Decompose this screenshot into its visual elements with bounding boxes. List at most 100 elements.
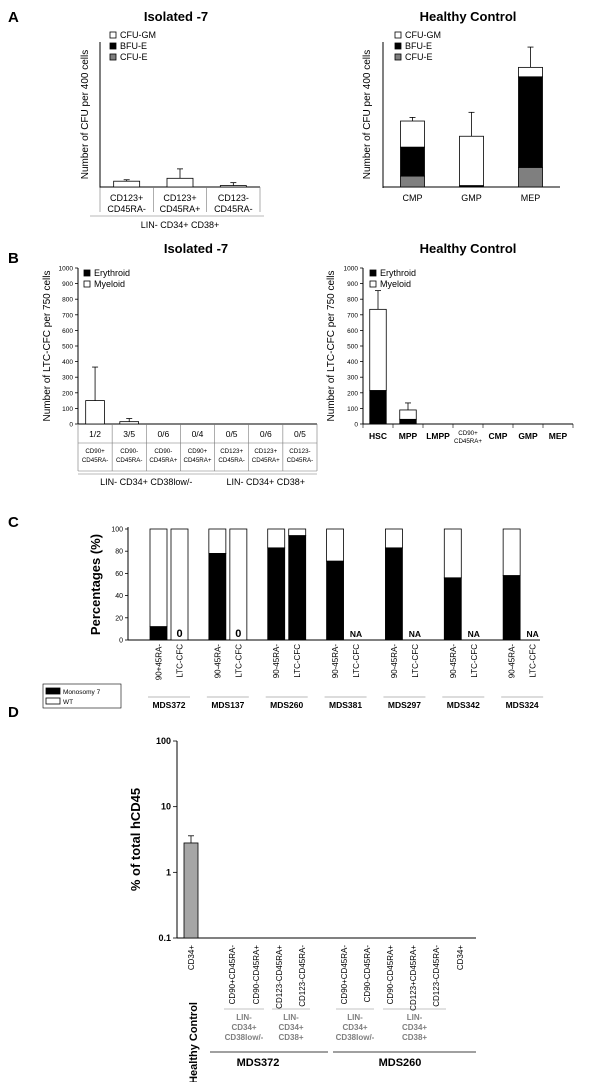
chart-b1-fraction-label: 0/5 [294, 429, 306, 439]
chart-c-bar-wt-1-1 [229, 528, 248, 641]
chart-c-x-tick-label: LTC-CFC [176, 644, 185, 678]
chart-b1-x-tick-label: CD45RA- [82, 457, 108, 464]
chart-d-x-tick-label: CD123-CD45RA+ [275, 945, 284, 1009]
chart-b2-y-tick-label: 800 [347, 297, 358, 304]
chart-a2-title: Healthy Control [420, 9, 517, 24]
chart-a2-bar-2-cfu-e [518, 167, 543, 188]
chart-d-y-tick-label: 0.1 [158, 933, 171, 943]
chart-b1-x-tick-label: CD90+ [85, 448, 105, 455]
chart-d-subgroup-label: CD34+ [231, 1023, 256, 1032]
chart-c-legend-box [42, 683, 122, 709]
chart-c-x-tick-label: LTC-CFC [352, 644, 361, 678]
chart-a1-x-tick-label: CD45RA- [214, 204, 253, 214]
chart-c-y-tick-label: 60 [115, 571, 123, 578]
chart-b1-x-tick-label: CD123+ [254, 448, 277, 455]
chart-c-bar-monosomy7-1-0 [208, 553, 227, 641]
chart-c-bar-wt-4-0 [385, 528, 403, 549]
chart-a1-title: Isolated -7 [144, 9, 208, 24]
chart-c-bar-annotation: 0 [176, 628, 182, 640]
chart-c-x-tick-label: LTC-CFC [529, 644, 538, 678]
chart-d-group-label-mds372: MDS372 [237, 1057, 280, 1069]
chart-b2-x-tick-label: MPP [399, 431, 418, 441]
chart-d-x-tick-label: CD90-CD45RA- [363, 945, 372, 1003]
chart-b1-y-label: Number of LTC-CFC per 750 cells [42, 271, 53, 422]
panel-letter-b: B [8, 250, 19, 267]
chart-b1-y-tick-label: 700 [62, 312, 73, 319]
chart-c-legend-swatch-1 [45, 697, 61, 705]
chart-a1-x-tick-label: CD123+ [163, 193, 196, 203]
chart-b2-legend-swatch-0 [369, 269, 377, 277]
chart-a1-x-tick-label: CD45RA- [107, 204, 146, 214]
chart-c-y-tick-label: 80 [115, 549, 123, 556]
chart-b2-x-tick-label: CMP [489, 431, 508, 441]
chart-d-y-tick-label: 100 [156, 736, 171, 746]
chart-b2-title: Healthy Control [420, 241, 517, 256]
chart-d-subgroup-label: LIN- [236, 1013, 252, 1022]
chart-d-x-tick-label: CD123-CD45RA- [432, 945, 441, 1007]
chart-c-x-tick-label: 90-45RA- [213, 644, 222, 679]
chart-d-subgroup-label: CD34+ [278, 1023, 303, 1032]
chart-c-bar-monosomy7-2-1 [288, 535, 307, 641]
chart-a2-legend-swatch-2 [394, 53, 402, 61]
chart-a1-legend-swatch-1 [109, 42, 117, 50]
chart-a1-bar-2-cfu-gm [219, 185, 247, 188]
chart-c-bar-wt-0-0 [149, 528, 168, 628]
chart-c-x-tick-label: 90-45RA- [508, 644, 517, 679]
chart-b1-x-tick-label: CD90+ [188, 448, 208, 455]
chart-d-subgroup-label: LIN- [407, 1013, 423, 1022]
chart-d-x-tick-label: CD123-CD45RA- [298, 945, 307, 1007]
chart-a2-bar-2-bfu-e [518, 76, 543, 168]
chart-b2-bar-myeloid-0 [369, 308, 387, 391]
chart-b1-y-tick-label: 900 [62, 281, 73, 288]
chart-c-sample-label: MDS324 [506, 700, 539, 710]
chart-b1-fraction-label: 0/5 [226, 429, 238, 439]
chart-d-x-tick-label: CD123+CD45RA+ [409, 945, 418, 1011]
chart-b1-fraction-label: 0/6 [157, 429, 169, 439]
chart-b2-y-tick-label: 700 [347, 312, 358, 319]
chart-b1-group-label-1: LIN- CD34+ CD38low/- [100, 477, 192, 487]
chart-b1-legend-label-0: Erythroid [94, 268, 130, 278]
chart-b2-y-tick-label: 600 [347, 328, 358, 335]
chart-a2-bar-0-cfu-gm [400, 120, 425, 148]
chart-c-bar-monosomy7-5-0 [443, 577, 462, 641]
chart-d-x-tick-label: CD90-CD45RA+ [252, 945, 261, 1005]
chart-c-bar-wt-5-0 [443, 528, 462, 579]
chart-c-x-tick-label: 90-45RA- [272, 644, 281, 679]
chart-c-sample-label: MDS260 [270, 700, 303, 710]
chart-a1-x-tick-label: CD45RA+ [160, 204, 201, 214]
chart-b1-y-tick-label: 300 [62, 375, 73, 382]
chart-c-x-tick-label: 90-45RA- [449, 644, 458, 679]
chart-b2-legend-label-1: Myeloid [380, 279, 411, 289]
chart-b1-bar-myeloid-1 [119, 421, 140, 425]
chart-a1-legend-swatch-2 [109, 53, 117, 61]
chart-b1-x-tick-label: CD45RA+ [149, 457, 177, 464]
chart-b1-fraction-label: 3/5 [123, 429, 135, 439]
chart-c-bar-wt-1-0 [208, 528, 227, 554]
chart-a1-legend-label-2: CFU-E [120, 52, 148, 62]
chart-a2-legend-swatch-1 [394, 42, 402, 50]
chart-c-bar-annotation: NA [350, 629, 362, 639]
chart-d-group-label-healthy: Healthy Control [188, 1002, 200, 1082]
chart-c-bar-wt-2-0 [267, 528, 286, 549]
chart-a1-group-label: LIN- CD34+ CD38+ [141, 220, 220, 230]
chart-c-bar-monosomy7-4-0 [385, 547, 403, 641]
chart-c-x-tick-label: LTC-CFC [293, 644, 302, 678]
chart-b1-bar-myeloid-0 [85, 400, 105, 425]
chart-d-y-tick-label: 1 [166, 867, 171, 877]
chart-b1-y-tick-label: 500 [62, 344, 73, 351]
chart-b1-x-tick-label: CD90- [154, 448, 172, 455]
chart-a1-x-tick-label: CD123- [218, 193, 249, 203]
chart-b1-title: Isolated -7 [164, 241, 228, 256]
chart-d-subgroup-label: LIN- [283, 1013, 299, 1022]
chart-a2-bar-2-cfu-gm [518, 66, 543, 78]
chart-b1-legend-swatch-1 [83, 280, 91, 288]
chart-d-y-tick-label: 10 [161, 802, 171, 812]
chart-b2-y-tick-label: 300 [347, 375, 358, 382]
chart-b1-y-tick-label: 400 [62, 359, 73, 366]
chart-b2-x-tick-label: MEP [549, 431, 568, 441]
chart-b1-fraction-label: 0/6 [260, 429, 272, 439]
chart-b2-x-tick-label: CD45RA+ [454, 438, 482, 445]
chart-a2-legend-swatch-0 [394, 31, 402, 39]
chart-b2-y-tick-label: 200 [347, 390, 358, 397]
